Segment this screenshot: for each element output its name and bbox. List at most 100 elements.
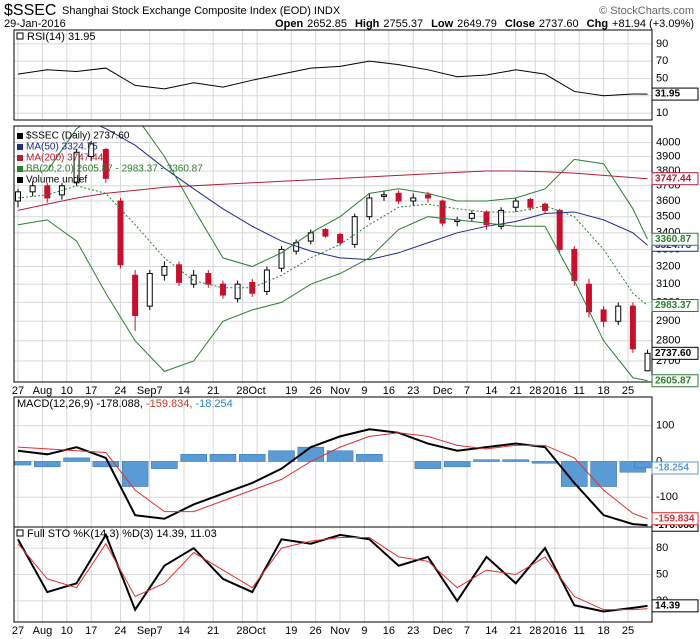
candle-body xyxy=(337,233,344,244)
histogram-bar xyxy=(14,461,32,466)
series-line xyxy=(17,428,648,527)
y-tick-label: 2800 xyxy=(656,335,680,347)
panel-title: RSI(14) 31.95 xyxy=(27,31,95,43)
series-line xyxy=(17,432,648,520)
x-tick-label: 19 xyxy=(285,385,297,397)
panel-frame xyxy=(13,29,653,121)
y-tick-label: 2900 xyxy=(656,315,680,327)
x-tick-label: Oct xyxy=(249,385,266,397)
quote-label: Open xyxy=(275,18,303,30)
legend-entry: Volume undef xyxy=(26,175,87,186)
date: 29-Jan-2016 xyxy=(4,18,66,30)
histogram-bar xyxy=(443,461,471,468)
x-tick-label: Sep7 xyxy=(137,385,163,397)
x-tick-label: 10 xyxy=(61,625,73,637)
histogram-bar xyxy=(268,450,295,462)
quote-value: 2737.60 xyxy=(539,18,579,30)
candle-body xyxy=(381,194,387,197)
x-tick-label: 21 xyxy=(207,625,219,637)
x-tick-label: 14 xyxy=(485,625,497,637)
histogram-bar xyxy=(151,461,178,469)
candle-body xyxy=(468,213,475,219)
histogram-bar xyxy=(121,461,149,487)
x-tick-label: 23 xyxy=(407,625,419,637)
quote-value: 2755.37 xyxy=(383,18,423,30)
histogram-bar xyxy=(92,461,120,468)
value-tag-label: 14.39 xyxy=(655,600,680,611)
quote-value: +81.94 (+3.09%) xyxy=(612,18,694,30)
quote-value: 2649.79 xyxy=(457,18,497,30)
x-tick-label: 2016 xyxy=(543,385,567,397)
quote-label: High xyxy=(355,18,380,30)
candle-body xyxy=(15,191,21,202)
panel-icon xyxy=(16,32,24,40)
candle-body xyxy=(44,185,51,199)
histogram-bar xyxy=(63,457,90,462)
x-tick-label: 21 xyxy=(510,625,522,637)
candle-body xyxy=(498,209,505,227)
quote-value: 2652.85 xyxy=(307,18,347,30)
y-tick-label: 50 xyxy=(656,72,668,84)
plot xyxy=(17,60,648,97)
candle-body xyxy=(527,198,534,208)
candle-body xyxy=(542,203,549,211)
x-tick-label: 24 xyxy=(114,625,126,637)
x-tick-label: 17 xyxy=(85,385,97,397)
candle-body xyxy=(600,309,607,322)
value-tag-label: -18.254 xyxy=(655,463,689,474)
panel-title-part: -18.254 xyxy=(195,398,232,410)
candle-body xyxy=(263,269,270,292)
value-tag-label: 2605.87 xyxy=(655,375,692,386)
x-tick-label: 21 xyxy=(510,385,522,397)
candle-body xyxy=(117,200,124,266)
x-tick-label: 28 xyxy=(236,385,248,397)
plot xyxy=(14,428,652,527)
x-tick-label: 11 xyxy=(573,625,584,637)
y-tick-label: 4000 xyxy=(656,136,680,148)
value-tag xyxy=(651,512,699,526)
value-tag xyxy=(651,374,699,388)
histogram-bar xyxy=(356,454,383,462)
x-tick-label: 27 xyxy=(12,385,24,397)
x-tick-label: Oct xyxy=(249,625,266,637)
x-tick-label: 28 xyxy=(529,625,541,637)
legend-swatch xyxy=(17,155,23,161)
candle-body xyxy=(366,197,373,218)
value-tag xyxy=(651,232,699,246)
candle-body xyxy=(351,216,358,245)
x-tick-label: 9 xyxy=(361,625,367,637)
watermark: © StockCharts.com xyxy=(599,5,694,17)
x-tick-label: 26 xyxy=(310,625,322,637)
candle-body xyxy=(205,273,212,285)
y-tick-label: 50 xyxy=(656,568,668,580)
candle-body xyxy=(424,194,431,199)
candle-body xyxy=(278,248,285,269)
candle-body xyxy=(439,200,446,224)
series-line xyxy=(17,185,648,306)
x-tick-label: 17 xyxy=(85,625,97,637)
quote-text: Open 2652.85 High 2755.37 Low 2649.79 Close 273… xyxy=(275,18,694,30)
candle-body xyxy=(395,192,402,202)
panel-icon xyxy=(16,529,24,537)
candle-body xyxy=(29,185,36,193)
symbol: $SSEC xyxy=(4,2,56,19)
legend-entry: $SSEC (Daily) 2737.60 xyxy=(26,131,130,142)
y-tick-label: 3100 xyxy=(656,278,680,290)
candle-body xyxy=(146,273,153,307)
histogram-bar xyxy=(209,454,237,462)
value-tag xyxy=(651,172,699,186)
candle-body xyxy=(190,274,197,285)
x-tick-label: 27 xyxy=(12,625,24,637)
plot xyxy=(17,532,648,613)
legend-entry: MA(200) 3747.44 xyxy=(26,153,104,164)
x-tick-label: 9 xyxy=(361,385,367,397)
x-tick-label: Aug xyxy=(33,625,53,637)
panel-title: MACD(12,26,9) -178.088, -159.834, -18.254 xyxy=(17,398,233,410)
value-tag-label: 2983.37 xyxy=(655,300,692,311)
x-tick-label: 16 xyxy=(383,625,395,637)
y-tick-label: 3200 xyxy=(656,260,680,272)
x-tick-label: Nov xyxy=(330,625,350,637)
value-tag xyxy=(651,599,699,613)
histogram-bar xyxy=(531,461,559,464)
